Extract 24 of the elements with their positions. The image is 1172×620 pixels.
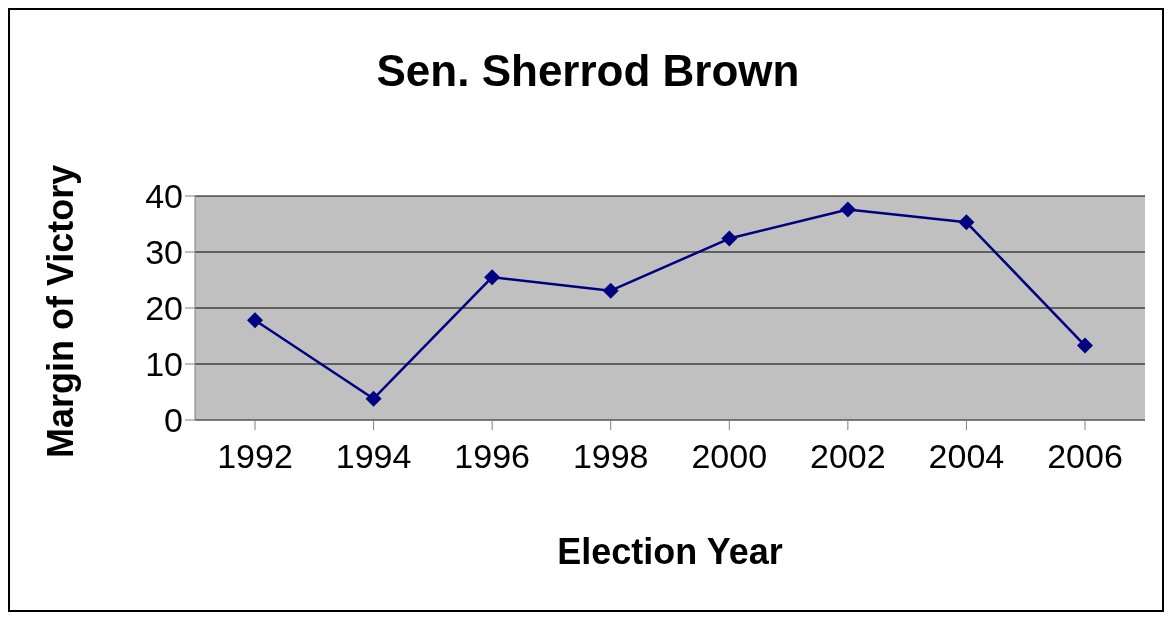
point [247, 312, 263, 329]
point [1077, 337, 1093, 354]
y-tick-label: 10 [145, 345, 183, 384]
point [721, 230, 738, 247]
x-tick-label: 2004 [928, 437, 1005, 476]
x-tick-label: 1994 [335, 437, 412, 476]
x-tick-label: 1998 [572, 437, 649, 476]
x-tick-label: 2000 [691, 437, 768, 476]
point [602, 282, 619, 299]
x-tick-label: 1996 [454, 437, 530, 476]
point [365, 390, 382, 407]
point [839, 201, 856, 218]
y-tick-label: 40 [145, 177, 183, 216]
point [958, 214, 975, 231]
x-tick-label: 2006 [1047, 437, 1123, 476]
y-tick-label: 30 [145, 233, 183, 272]
chart-title: Sen. Sherrod Brown [375, 46, 801, 96]
x-tick-label: 1992 [217, 437, 293, 476]
y-tick-label: 0 [164, 401, 183, 440]
x-tick-label: 2002 [810, 437, 886, 476]
x-axis-title: Election Year [557, 531, 783, 572]
y-tick-label: 20 [145, 289, 183, 328]
point [484, 269, 501, 286]
y-axis-title: Margin of Victory [39, 164, 81, 458]
